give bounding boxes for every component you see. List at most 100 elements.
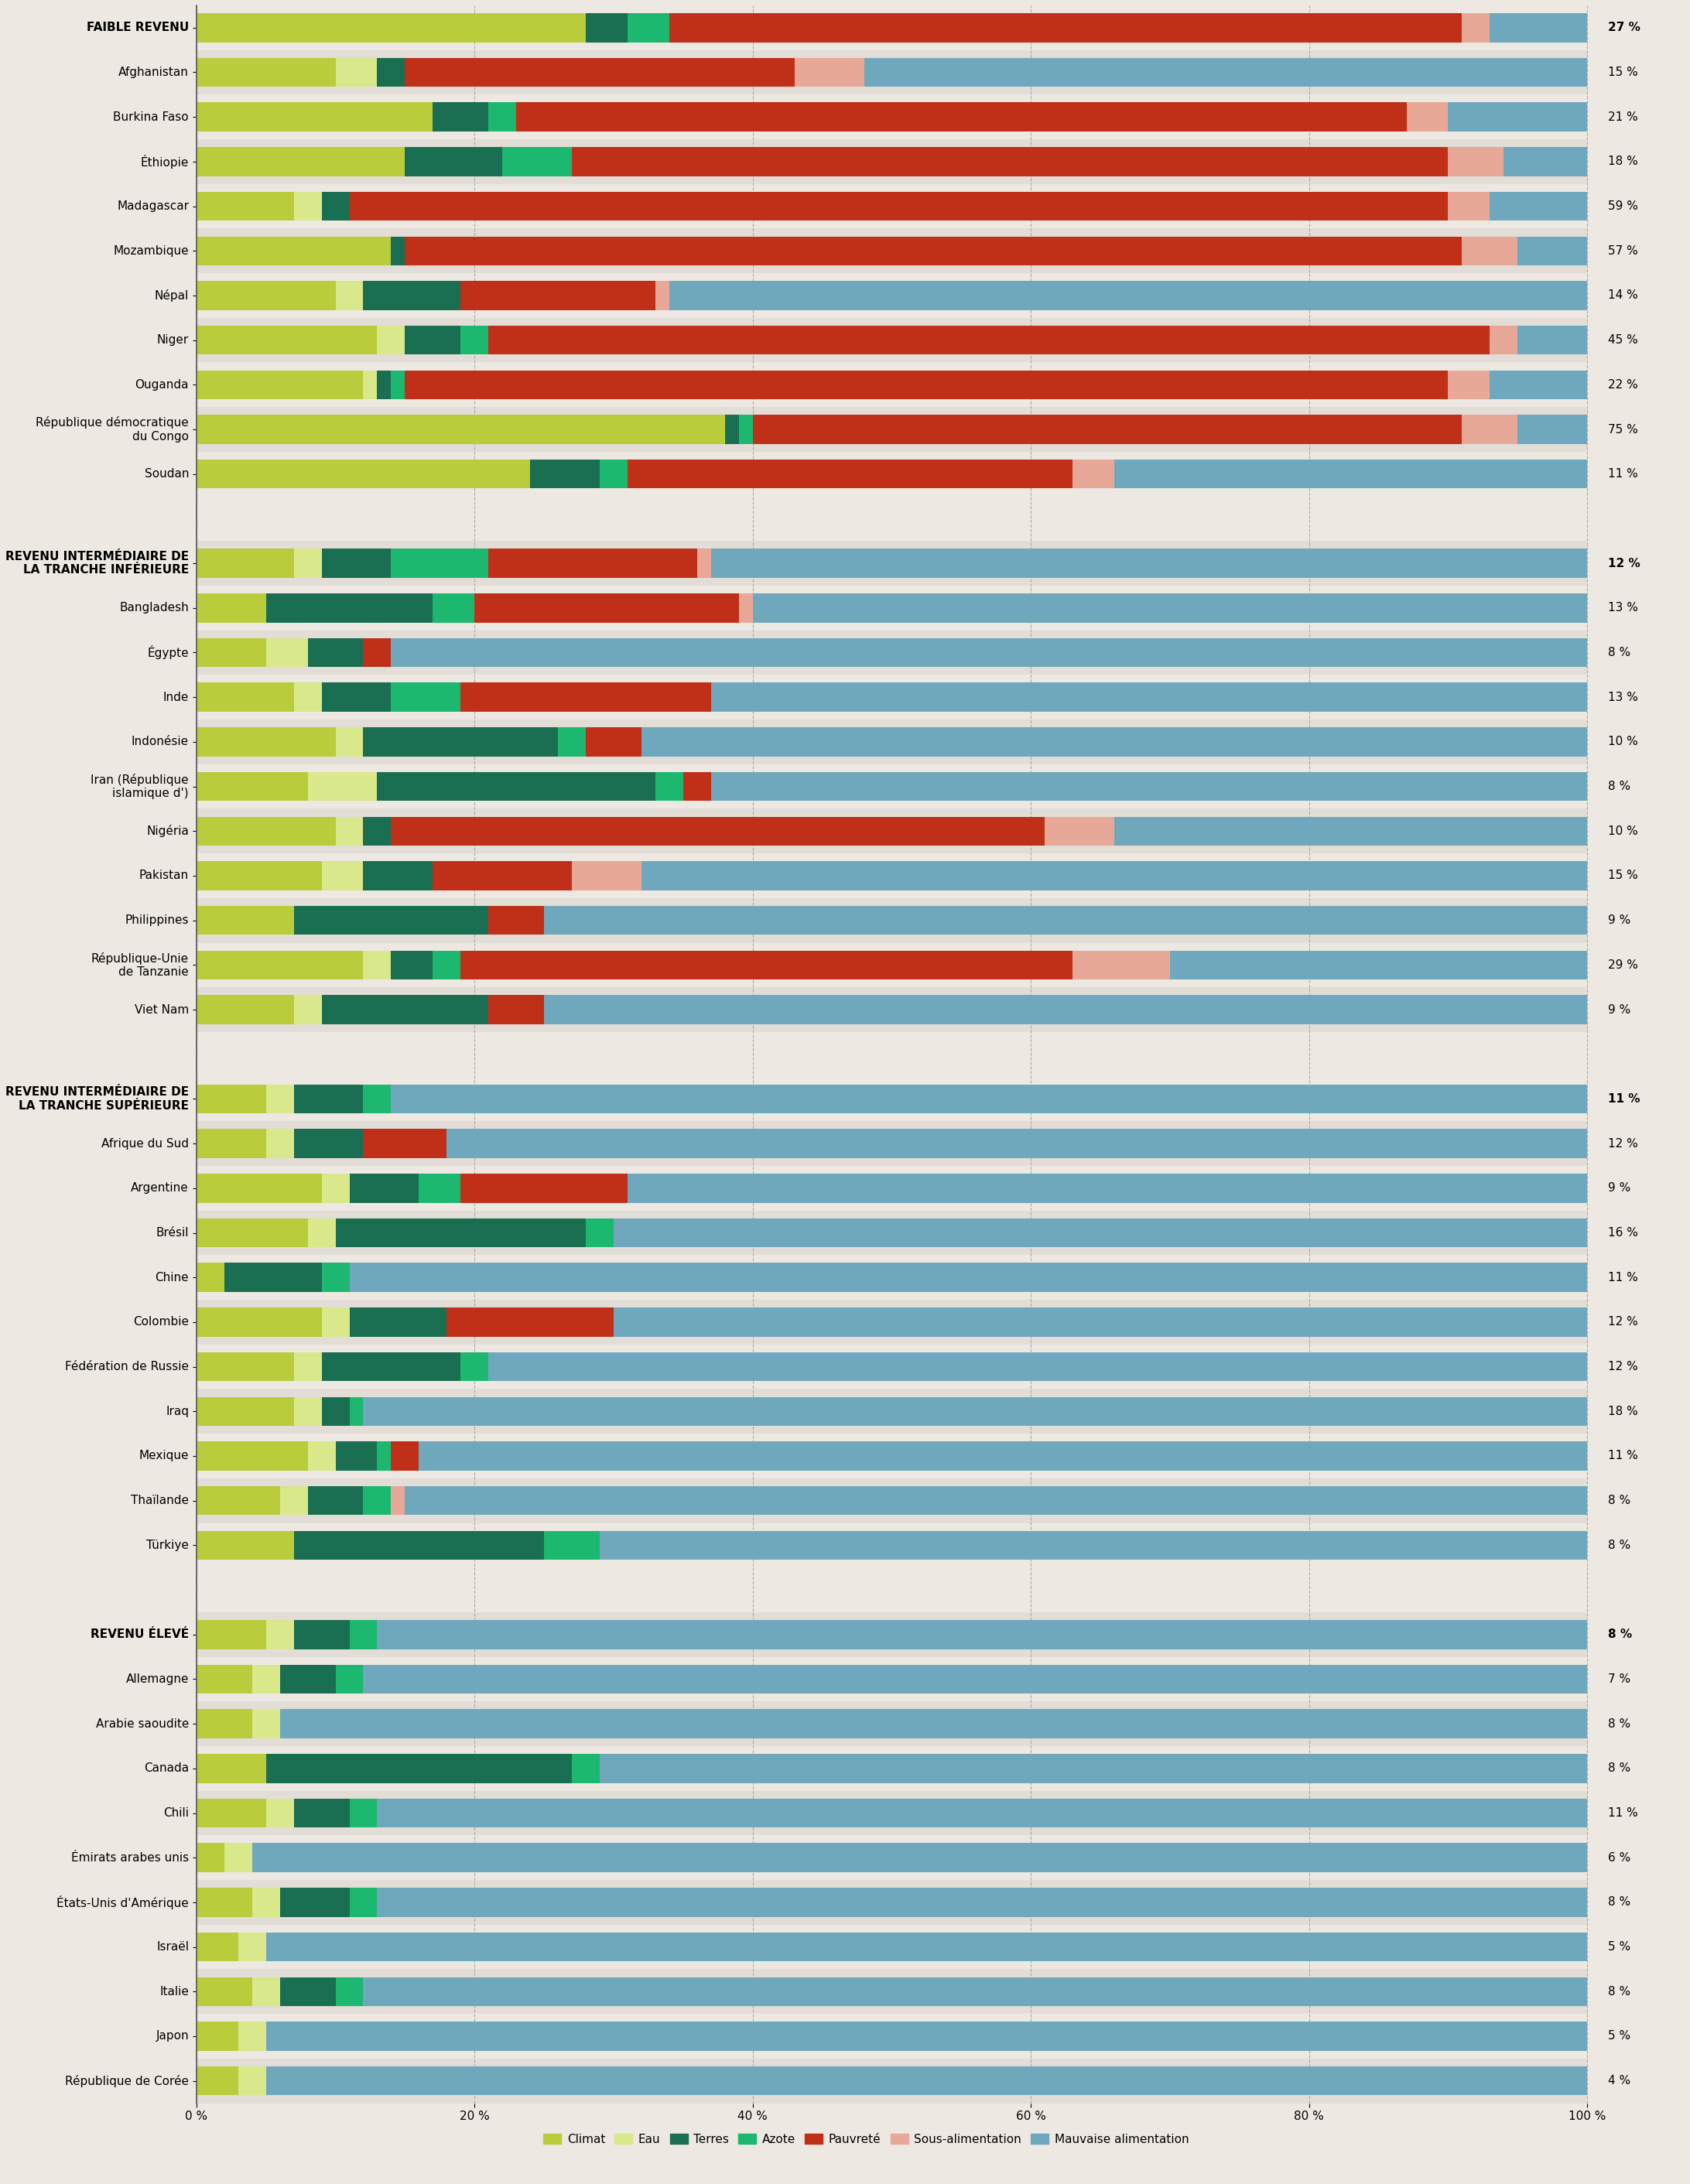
Bar (419, 1441, 1587, 1470)
Bar (196, 183, 1587, 229)
Bar (294, 906, 488, 935)
Bar (1114, 817, 1587, 845)
Bar (350, 1173, 419, 1203)
Bar (265, 1621, 294, 1649)
Bar (265, 1800, 294, 1828)
Text: 11 %: 11 % (1609, 1271, 1638, 1284)
Bar (390, 638, 1587, 666)
Bar (864, 57, 1587, 87)
Bar (488, 996, 544, 1024)
Bar (321, 684, 390, 712)
Bar (586, 13, 627, 41)
Bar (461, 950, 1073, 978)
Bar (196, 192, 294, 221)
Bar (515, 103, 1406, 131)
Text: 59 %: 59 % (1609, 201, 1638, 212)
Bar (196, 808, 1587, 854)
Bar (1448, 146, 1504, 177)
Bar (196, 1389, 1587, 1433)
Bar (281, 1887, 350, 1918)
Bar (1518, 236, 1587, 266)
Bar (363, 860, 433, 891)
Bar (627, 459, 1073, 489)
Bar (252, 1843, 1587, 1872)
Bar (377, 371, 390, 400)
Bar (196, 1754, 265, 1782)
Bar (461, 684, 711, 712)
Text: 15 %: 15 % (1609, 869, 1638, 882)
Bar (196, 585, 1587, 631)
Bar (1448, 103, 1587, 131)
Bar (238, 2022, 265, 2051)
Bar (586, 727, 642, 756)
Bar (377, 57, 406, 87)
Bar (321, 1352, 461, 1380)
Text: 18 %: 18 % (1609, 1406, 1638, 1417)
Bar (196, 950, 363, 978)
Bar (196, 719, 1587, 764)
Bar (308, 638, 363, 666)
Bar (196, 103, 433, 131)
Bar (321, 1262, 350, 1293)
Bar (196, 1612, 1587, 1658)
Bar (308, 771, 377, 802)
Bar (669, 282, 1587, 310)
Bar (544, 996, 1587, 1024)
Bar (377, 1800, 1587, 1828)
Text: 9 %: 9 % (1609, 915, 1631, 926)
Bar (196, 1747, 1587, 1791)
Bar (433, 860, 571, 891)
Bar (1406, 103, 1448, 131)
Bar (1491, 325, 1518, 354)
Text: 5 %: 5 % (1609, 1942, 1631, 1952)
Bar (196, 542, 1587, 585)
Text: 22 %: 22 % (1609, 380, 1638, 391)
Bar (196, 325, 377, 354)
Bar (739, 594, 752, 622)
Text: 12 %: 12 % (1609, 1317, 1638, 1328)
Bar (196, 1843, 225, 1872)
Bar (433, 950, 461, 978)
Bar (265, 2022, 1587, 2051)
Bar (238, 2066, 265, 2094)
Text: 57 %: 57 % (1609, 245, 1638, 258)
Text: 45 %: 45 % (1609, 334, 1638, 345)
Text: 10 %: 10 % (1609, 736, 1638, 747)
Bar (196, 1398, 294, 1426)
Bar (252, 1710, 281, 1738)
Bar (363, 371, 377, 400)
Bar (600, 1754, 1587, 1782)
Text: 13 %: 13 % (1609, 692, 1638, 703)
Bar (461, 1352, 488, 1380)
Bar (196, 1977, 252, 2007)
Bar (196, 1531, 294, 1559)
Bar (196, 906, 294, 935)
Bar (1491, 192, 1587, 221)
Bar (390, 1485, 406, 1516)
Bar (294, 1352, 321, 1380)
Bar (433, 103, 488, 131)
Text: 4 %: 4 % (1609, 2075, 1631, 2086)
Bar (196, 1033, 1587, 1077)
Bar (196, 1933, 238, 1961)
Bar (1169, 950, 1587, 978)
Text: 8 %: 8 % (1609, 1719, 1631, 1730)
Bar (406, 236, 1462, 266)
Text: 27 %: 27 % (1609, 22, 1641, 33)
Bar (196, 1924, 1587, 1970)
Bar (406, 371, 1448, 400)
Bar (196, 1835, 1587, 1880)
Bar (571, 860, 642, 891)
Bar (196, 140, 1587, 183)
Bar (752, 594, 1587, 622)
Bar (196, 1621, 265, 1649)
Bar (281, 1664, 336, 1693)
Bar (390, 950, 433, 978)
Bar (294, 192, 321, 221)
Bar (642, 727, 1587, 756)
Bar (196, 727, 336, 756)
Bar (1448, 371, 1491, 400)
Bar (196, 236, 390, 266)
Bar (475, 594, 739, 622)
Bar (196, 1485, 281, 1516)
